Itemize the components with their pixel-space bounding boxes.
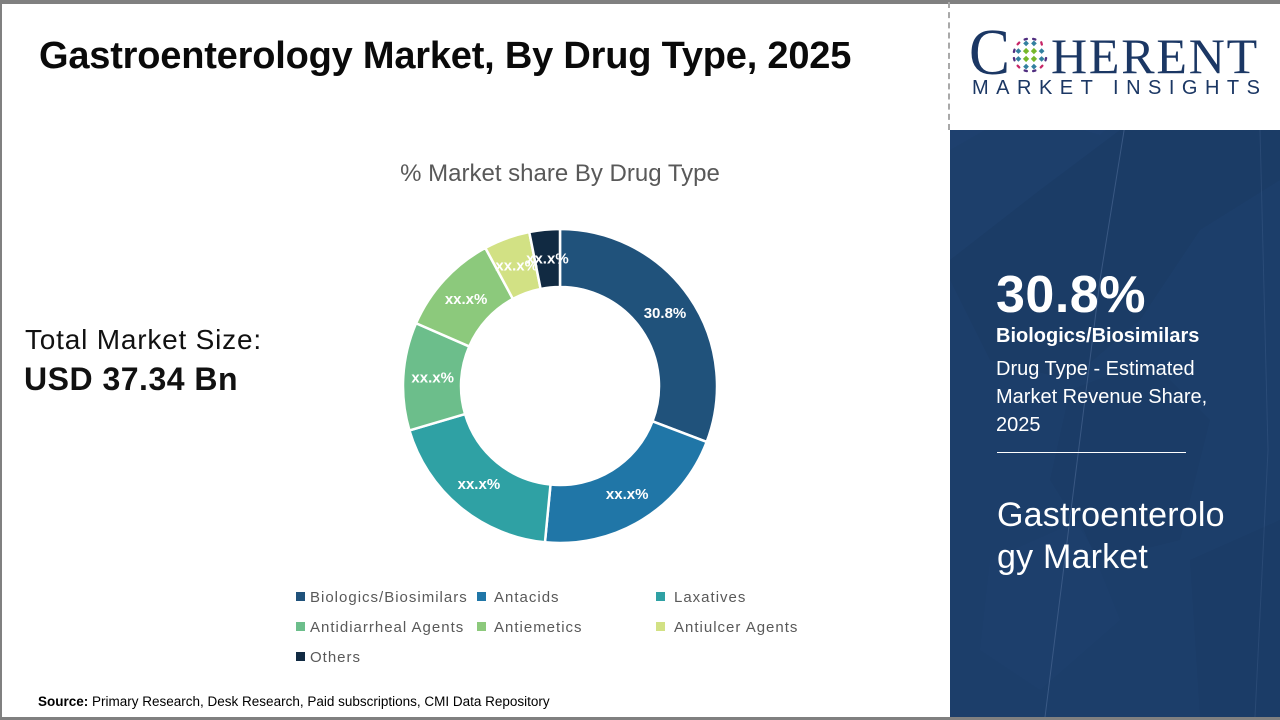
svg-text:xx.x%: xx.x% [495, 258, 538, 275]
svg-text:30.8%: 30.8% [644, 305, 687, 322]
svg-text:xx.x%: xx.x% [458, 476, 501, 493]
svg-text:xx.x%: xx.x% [445, 291, 488, 308]
svg-text:xx.x%: xx.x% [411, 370, 454, 387]
svg-text:xx.x%: xx.x% [606, 486, 649, 503]
svg-text:xx.x%: xx.x% [526, 251, 569, 268]
